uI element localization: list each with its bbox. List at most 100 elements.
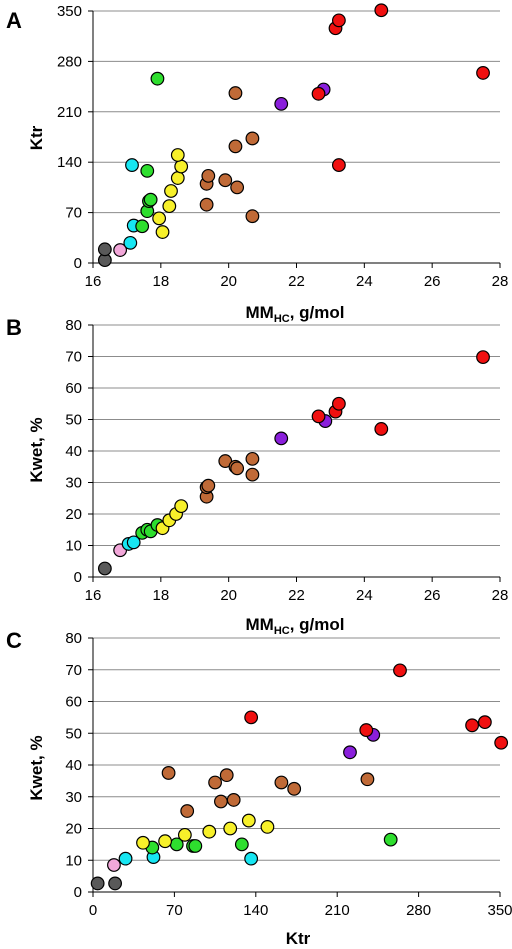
x-tick-label-a: 24	[356, 273, 373, 290]
data-point-a-yellow	[164, 184, 178, 198]
data-point-b-brown	[201, 478, 216, 493]
data-point-a-red	[331, 158, 346, 172]
data-point-c-brown	[208, 775, 223, 790]
data-point-a-pink	[113, 243, 128, 257]
x-axis-label-b-suffix: , g/mol	[290, 615, 345, 634]
y-tick-label-c: 10	[65, 852, 82, 869]
data-point-a-yellow	[170, 171, 185, 185]
x-tick-label-c: 350	[487, 902, 512, 919]
x-tick-label-a: 26	[424, 273, 441, 290]
data-point-c-brown	[161, 766, 176, 780]
data-point-a-red	[476, 66, 490, 80]
y-tick-label-b: 0	[74, 569, 82, 586]
data-point-a-yellow	[170, 148, 185, 162]
x-axis-label-a-main: MM	[246, 303, 274, 322]
data-point-c-brown	[287, 781, 302, 796]
data-point-c-pink	[107, 858, 121, 872]
y-tick-label-a: 280	[57, 53, 82, 70]
y-tick-label-b: 40	[65, 443, 82, 460]
y-tick-label-b: 20	[65, 506, 82, 523]
panel-c: C 0 10 20 30 40 50 60 70 80 0 70 140 210 280 350 Kwet…	[6, 628, 512, 948]
x-tick-label-a: 18	[152, 273, 169, 290]
x-tick-label-a: 16	[85, 273, 102, 290]
panel-letter-b: B	[6, 315, 22, 340]
axes-b	[88, 324, 501, 582]
y-tick-label-b: 60	[65, 380, 82, 397]
x-tick-label-c: 280	[406, 902, 431, 919]
x-tick-label-c: 70	[166, 902, 183, 919]
data-point-a-brown	[228, 86, 243, 100]
axes-a	[88, 10, 501, 268]
data-point-b-gray	[97, 561, 112, 576]
y-tick-label-b: 50	[65, 412, 82, 429]
data-point-c-red	[494, 735, 509, 750]
x-axis-label-b-sub: HC	[274, 625, 290, 637]
data-point-a-green	[135, 219, 150, 234]
axes-c	[88, 637, 501, 897]
x-axis-label-c: Ktr	[286, 929, 311, 948]
grid-lines-c	[93, 637, 500, 861]
data-point-a-red	[374, 3, 389, 18]
data-point-c-purple	[343, 745, 357, 760]
y-axis-label-c: Kwet, %	[27, 735, 46, 800]
x-tick-label-b: 22	[288, 587, 305, 604]
data-point-a-brown	[230, 180, 245, 195]
y-tick-label-c: 50	[65, 725, 82, 742]
y-tick-labels-c: 0 10 20 30 40 50 60 70 80	[65, 630, 82, 901]
y-tick-label-c: 80	[65, 630, 82, 647]
points-c	[90, 663, 509, 891]
data-point-c-brown	[274, 775, 289, 790]
panel-a: A 0 70 140 210 280 350 16 18 20 22 24 26 28 Ktr MMH…	[6, 3, 508, 325]
data-point-c-yellow	[158, 834, 172, 849]
points-a	[97, 3, 490, 268]
x-tick-label-b: 18	[152, 587, 169, 604]
y-tick-label-a: 70	[65, 205, 82, 222]
data-point-c-gray	[90, 876, 105, 891]
x-axis-label-a-suffix: , g/mol	[290, 303, 345, 322]
x-tick-label-a: 20	[220, 273, 237, 290]
data-point-a-brown	[228, 139, 243, 154]
data-point-c-red	[393, 663, 407, 678]
y-tick-label-a: 140	[57, 154, 82, 171]
x-axis-label-b-main: MM	[246, 615, 274, 634]
x-axis-label-c-main: Ktr	[286, 929, 311, 948]
data-point-b-brown	[245, 467, 260, 482]
data-point-c-green	[188, 839, 203, 853]
data-point-b-red	[476, 350, 490, 365]
grid-lines-a	[93, 10, 500, 214]
y-tick-label-b: 30	[65, 475, 82, 492]
data-point-a-yellow	[162, 199, 177, 214]
y-tick-label-a: 0	[74, 255, 82, 272]
data-point-b-brown	[230, 461, 245, 476]
x-tick-label-c: 210	[325, 902, 350, 919]
data-point-c-yellow	[223, 821, 238, 836]
data-point-a-green	[143, 192, 158, 207]
data-point-c-yellow	[260, 820, 275, 834]
y-axis-label-b: Kwet, %	[27, 417, 46, 482]
panel-letter-a: A	[6, 8, 22, 33]
panel-b: B 0 10 20 30 40 50 60 70 80 16 18 20 22 24 26 28 Kwet,…	[6, 315, 508, 637]
x-tick-label-b: 16	[85, 587, 102, 604]
data-point-a-brown	[245, 209, 260, 224]
y-tick-label-b: 80	[65, 317, 82, 334]
data-point-a-cyan	[125, 158, 139, 172]
data-point-b-red	[311, 409, 326, 424]
data-point-c-brown	[214, 794, 228, 809]
data-point-a-yellow	[152, 211, 167, 226]
data-point-b-red	[374, 422, 389, 436]
data-point-c-green	[383, 832, 398, 847]
x-axis-label-a: MMHC, g/mol	[246, 303, 345, 325]
x-tick-labels-c: 0 70 140 210 280 350	[89, 902, 512, 919]
y-tick-label-a: 350	[57, 3, 82, 20]
x-tick-labels-b: 16 18 20 22 24 26 28	[85, 587, 509, 604]
data-point-c-gray	[108, 876, 122, 891]
panel-letter-c: C	[6, 628, 22, 653]
data-point-b-cyan	[126, 535, 141, 550]
data-point-a-brown	[245, 131, 260, 146]
y-tick-label-c: 40	[65, 757, 82, 774]
y-tick-label-c: 60	[65, 694, 82, 711]
data-point-a-brown	[218, 173, 233, 188]
data-point-c-yellow	[177, 827, 192, 842]
data-point-b-purple	[274, 431, 289, 446]
y-tick-label-c: 20	[65, 821, 82, 838]
